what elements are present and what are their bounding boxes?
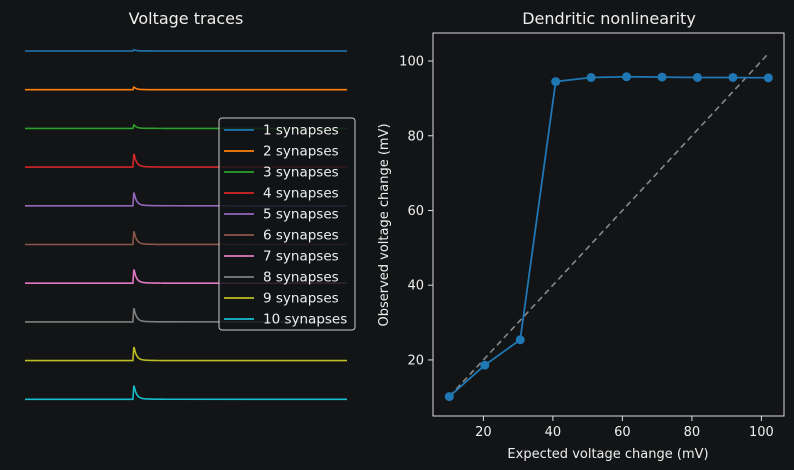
data-point (692, 72, 702, 82)
y-axis-label: Observed voltage change (mV) (377, 123, 392, 326)
x-tick-label: 40 (545, 425, 562, 440)
legend-label: 6 synapses (263, 228, 339, 244)
trace-line (25, 346, 348, 362)
trace-line (25, 231, 348, 246)
y-tick-label: 80 (407, 129, 424, 144)
trace-lines (25, 48, 348, 401)
reference-line (448, 53, 769, 398)
legend-label: 9 synapses (263, 291, 339, 307)
y-axis-ticks: 20 40 60 80 100 (399, 55, 433, 368)
legend-label: 4 synapses (263, 186, 339, 202)
data-point (763, 73, 773, 83)
x-tick-label: 80 (684, 425, 701, 440)
legend-label: 2 synapses (263, 144, 339, 160)
right-chart-title: Dendritic nonlinearity (522, 9, 696, 28)
legend-label: 3 synapses (263, 165, 339, 181)
x-tick-label: 100 (749, 425, 774, 440)
data-point (444, 392, 454, 402)
data-point (586, 72, 596, 82)
trace-line (25, 192, 348, 207)
trace-line (25, 85, 348, 91)
legend-label: 10 synapses (263, 312, 347, 328)
legend-items: 1 synapses 2 synapses 3 synapses 4 synapses… (224, 123, 347, 328)
legend-label: 8 synapses (263, 270, 339, 286)
dendritic-nonlinearity-panel: Dendritic nonlinearity 20 40 60 80 100 20 40 6… (377, 9, 785, 462)
y-tick-label: 20 (407, 353, 424, 368)
trace-line (25, 153, 348, 168)
x-axis-label: Expected voltage change (mV) (507, 447, 708, 462)
legend-label: 7 synapses (263, 249, 339, 265)
x-tick-label: 60 (614, 425, 631, 440)
observed-line (448, 75, 769, 398)
trace-line (25, 308, 348, 323)
data-point (515, 335, 525, 345)
legend-label: 1 synapses (263, 123, 339, 139)
trace-line (25, 48, 348, 52)
left-chart-title: Voltage traces (129, 9, 244, 28)
plot-area (432, 32, 785, 417)
data-point (728, 72, 738, 82)
voltage-traces-panel: Voltage traces 1 synapses 2 synapses 3 syn… (25, 9, 356, 401)
x-axis-ticks: 20 40 60 80 100 (475, 416, 774, 440)
legend-label: 5 synapses (263, 207, 339, 223)
y-tick-label: 40 (407, 279, 424, 294)
x-tick-label: 20 (475, 425, 492, 440)
data-point (551, 77, 561, 87)
trace-line (25, 269, 348, 284)
data-point (480, 360, 490, 370)
trace-line (25, 123, 348, 130)
y-tick-label: 60 (407, 204, 424, 219)
data-point (657, 72, 667, 82)
data-point (622, 72, 632, 82)
y-tick-label: 100 (399, 55, 424, 70)
legend: 1 synapses 2 synapses 3 synapses 4 synapses… (218, 117, 356, 331)
trace-line (25, 385, 348, 401)
plot-series (444, 53, 773, 402)
